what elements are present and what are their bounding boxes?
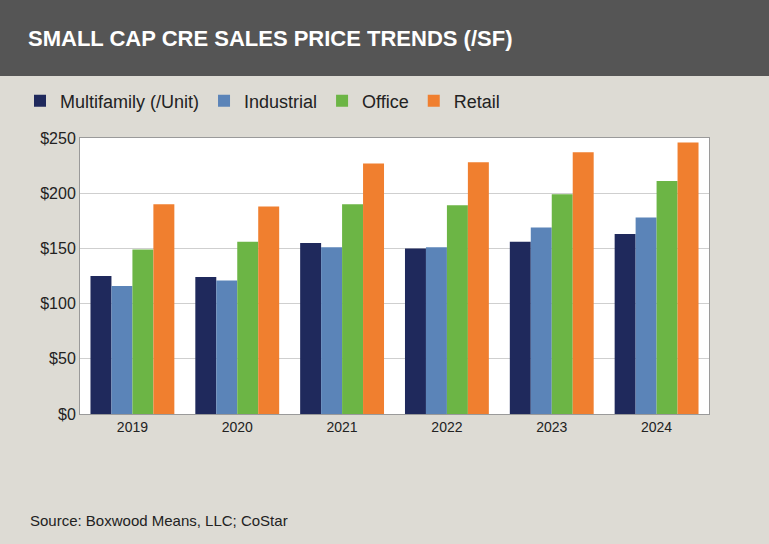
svg-text:Multifamily (/Unit): Multifamily (/Unit) bbox=[60, 92, 199, 112]
svg-text:$200: $200 bbox=[40, 185, 76, 202]
svg-text:2021: 2021 bbox=[327, 419, 358, 435]
svg-text:$50: $50 bbox=[49, 350, 76, 367]
svg-text:Office: Office bbox=[362, 92, 409, 112]
svg-text:2024: 2024 bbox=[641, 419, 672, 435]
svg-text:$250: $250 bbox=[40, 130, 76, 147]
svg-text:2023: 2023 bbox=[536, 419, 567, 435]
svg-text:2020: 2020 bbox=[222, 419, 253, 435]
svg-text:SMALL CAP CRE SALES PRICE TREN: SMALL CAP CRE SALES PRICE TRENDS (/SF) bbox=[28, 26, 512, 51]
svg-text:Industrial: Industrial bbox=[244, 92, 317, 112]
svg-text:Retail: Retail bbox=[454, 92, 500, 112]
svg-text:2019: 2019 bbox=[117, 419, 148, 435]
svg-text:$150: $150 bbox=[40, 240, 76, 257]
svg-text:2022: 2022 bbox=[431, 419, 462, 435]
svg-text:Source: Boxwood Means, LLC; Co: Source: Boxwood Means, LLC; CoStar bbox=[30, 512, 288, 529]
svg-text:$0: $0 bbox=[58, 406, 76, 423]
svg-text:$100: $100 bbox=[40, 295, 76, 312]
